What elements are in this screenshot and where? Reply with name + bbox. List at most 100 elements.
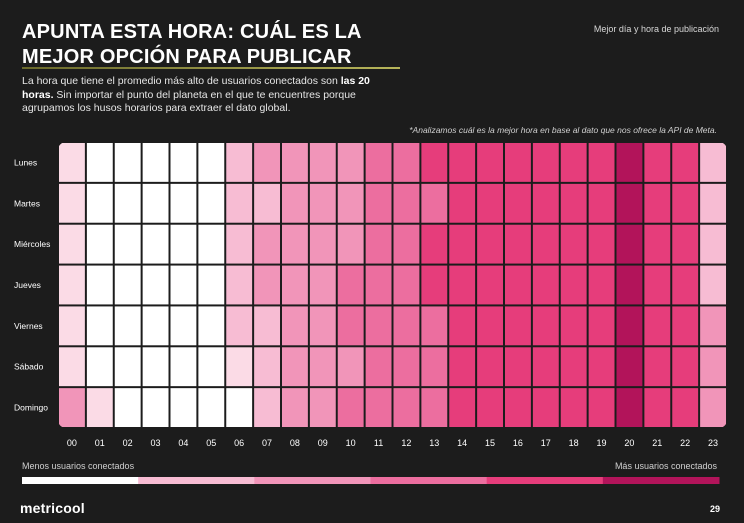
heatmap-cell [560,347,587,387]
hour-label: 23 [708,438,718,448]
section-tag: Mejor día y hora de publicación [593,24,719,34]
heatmap-cell [226,265,253,305]
heatmap-cell [114,143,141,182]
heatmap-cell [282,183,308,223]
page-title: APUNTA ESTA HORA: CUÁL ES LA MEJOR OPCIÓ… [22,20,422,70]
heatmap-cell [86,347,113,387]
heatmap-cell [700,306,727,346]
footnote: *Analizamos cuál es la mejor hora en bas… [409,125,717,135]
heatmap-cell [170,265,197,305]
heatmap-cell [588,265,615,305]
metricool-logo: metricool [20,500,85,516]
heatmap-cell [59,143,85,182]
heatmap-cell [198,388,225,427]
heatmap-cell [477,265,504,305]
heatmap-cell [532,183,559,223]
heatmap-cell [59,388,85,427]
heatmap-cell [142,265,169,305]
heatmap-cell [114,306,141,346]
heatmap-cell [644,224,671,264]
heatmap-cell [672,224,699,264]
heatmap-cell [142,143,169,182]
heatmap-cell [226,306,253,346]
heatmap-cell [142,224,169,264]
heatmap-cell [588,388,615,427]
hour-label: 18 [569,438,579,448]
heatmap-cell [226,388,253,427]
heatmap-cell [254,183,281,223]
heatmap-cell [532,224,559,264]
heatmap-cell [616,347,643,387]
heatmap-cell [365,265,392,305]
heatmap-cell [477,224,504,264]
hour-label: 15 [485,438,495,448]
heatmap-cell [337,224,364,264]
heatmap-cell [505,388,531,427]
hour-label: 16 [513,438,523,448]
heatmap-cell [309,224,336,264]
heatmap-cell [254,306,281,346]
legend-min-label: Menos usuarios conectados [22,461,135,471]
hour-label: 21 [652,438,662,448]
heatmap-cell [644,388,671,427]
heatmap-cell [282,265,308,305]
heatmap-cell [282,388,308,427]
heatmap-cell [337,388,364,427]
heatmap-cell [309,265,336,305]
heatmap-cell [86,143,113,182]
heatmap-cell [170,224,197,264]
heatmap-cell [393,224,420,264]
heatmap-cell [393,306,420,346]
heatmap-cell [170,143,197,182]
heatmap-cell [421,183,448,223]
heatmap-cell [393,388,420,427]
heatmap-cell [672,265,699,305]
heatmap-background [58,142,727,428]
day-label: Lunes [14,157,37,167]
heatmap-cell [198,143,225,182]
heatmap-cell [393,347,420,387]
heatmap-cell [282,306,308,346]
heatmap-cell [449,347,476,387]
heatmap-cell [532,388,559,427]
heatmap-cell [393,183,420,223]
heatmap-cell [449,224,476,264]
heatmap-cell [700,265,727,305]
hour-label: 22 [680,438,690,448]
heatmap-cell [644,143,671,182]
legend-segment [138,477,255,484]
heatmap-cell [254,265,281,305]
heatmap-cell [588,183,615,223]
day-label: Domingo [14,403,48,413]
heatmap-cell [532,347,559,387]
heatmap-cell [337,143,364,182]
heatmap-cell [337,306,364,346]
heatmap-cell [226,347,253,387]
heatmap-cell [309,143,336,182]
heatmap-cell [672,143,699,182]
heatmap-cell [254,388,281,427]
hour-label: 05 [206,438,216,448]
heatmap-cell [449,388,476,427]
heatmap-cell [532,143,559,182]
hour-label: 17 [541,438,551,448]
heatmap-cell [700,224,727,264]
heatmap-cell [477,143,504,182]
heatmap-cell [644,183,671,223]
heatmap-cell [365,183,392,223]
hour-label: 01 [95,438,105,448]
day-label: Miércoles [14,239,50,249]
heatmap-cell [309,388,336,427]
heatmap-cell [532,306,559,346]
heatmap-cell [449,143,476,182]
heatmap-cell [282,143,308,182]
heatmap-cell [560,143,587,182]
heatmap-cell [588,224,615,264]
heatmap-cell [114,265,141,305]
heatmap-cell [477,347,504,387]
heatmap-cell [588,143,615,182]
heatmap-cell [505,143,531,182]
legend-segment [22,477,139,484]
heatmap-cell [59,265,85,305]
